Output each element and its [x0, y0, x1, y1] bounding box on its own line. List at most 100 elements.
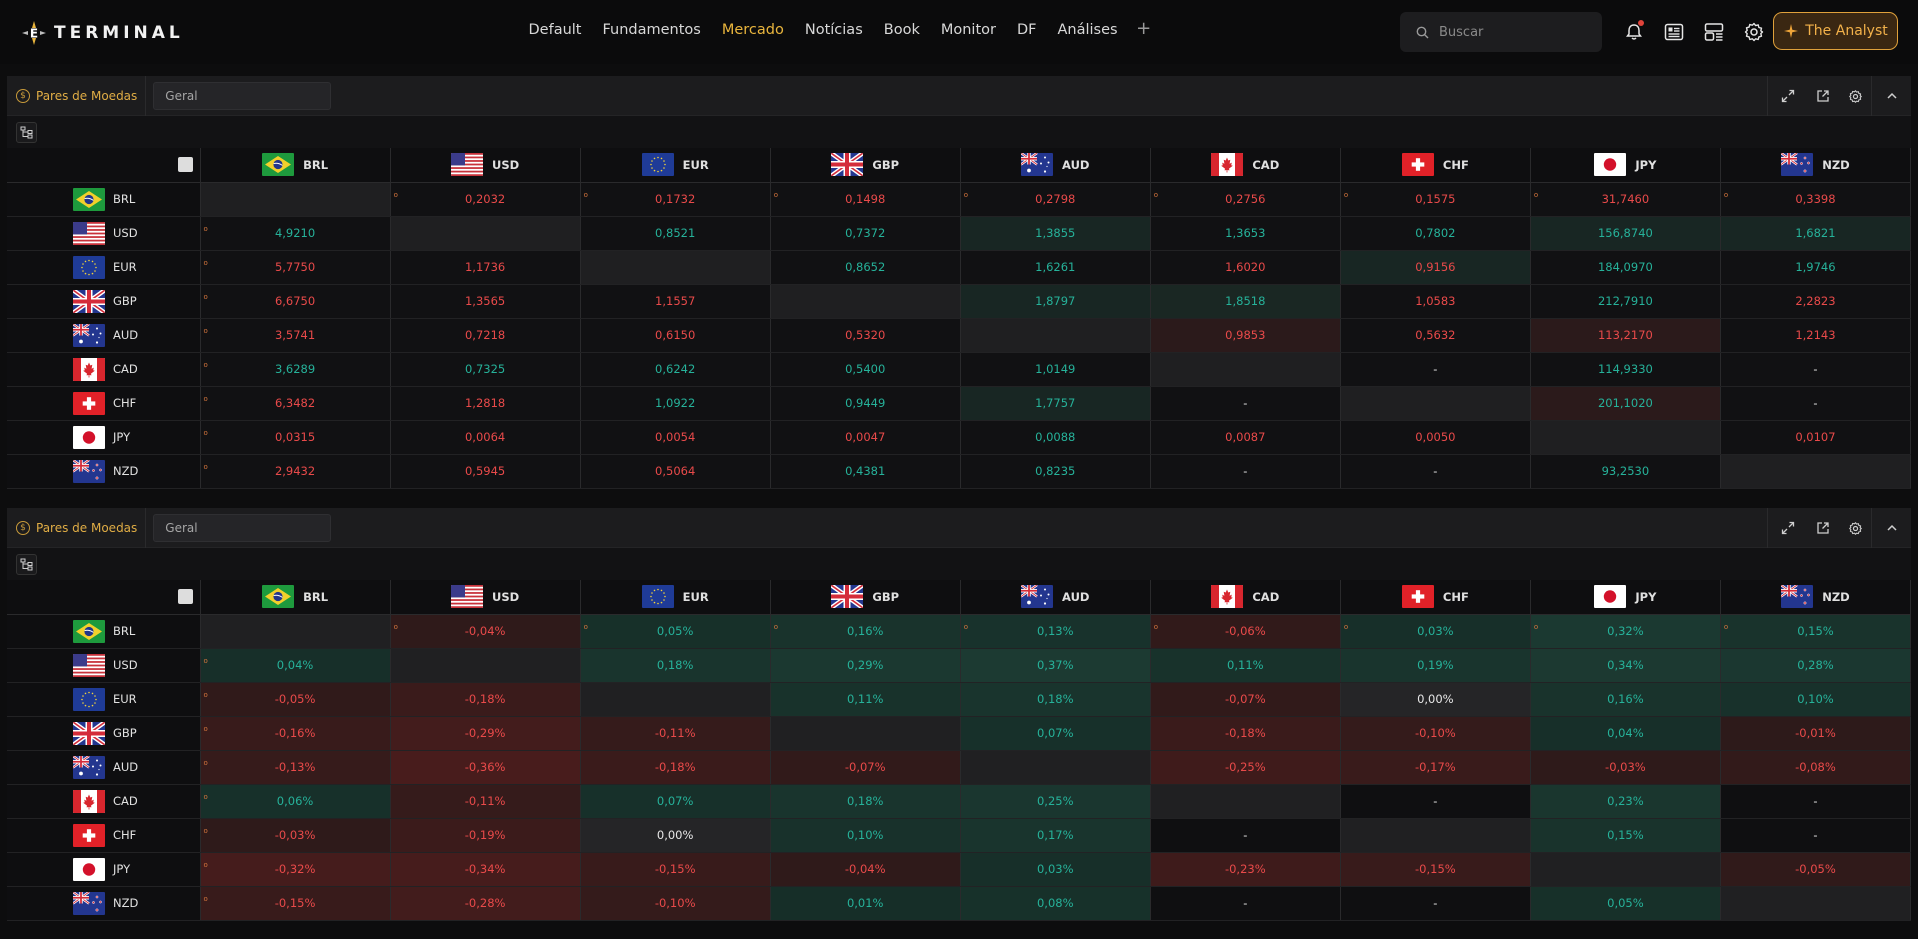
- rate-cell[interactable]: 0,18%: [960, 682, 1151, 717]
- panel-settings-button[interactable]: [1839, 76, 1871, 116]
- rate-cell[interactable]: -0,29%: [390, 716, 581, 751]
- rate-cell[interactable]: -0,04%: [770, 852, 961, 887]
- rate-cell[interactable]: -: [1150, 818, 1341, 853]
- rate-cell[interactable]: 0,8235: [960, 454, 1151, 489]
- rate-cell[interactable]: 0,5320: [770, 318, 961, 353]
- row-header-eur[interactable]: EUR: [7, 250, 201, 285]
- row-header-brl[interactable]: BRL: [7, 614, 201, 649]
- row-header-usd[interactable]: USD: [7, 216, 201, 251]
- row-header-nzd[interactable]: NZD: [7, 454, 201, 489]
- rate-cell[interactable]: 0,23%: [1530, 784, 1721, 819]
- column-header-aud[interactable]: AUD: [960, 580, 1151, 615]
- rate-cell[interactable]: o 0,04%: [200, 648, 391, 683]
- rate-cell[interactable]: 0,0107: [1720, 420, 1912, 455]
- rate-cell[interactable]: -0,10%: [1340, 716, 1531, 751]
- rate-cell[interactable]: 1,2818: [390, 386, 581, 421]
- column-header-jpy[interactable]: JPY: [1530, 580, 1721, 615]
- rate-cell[interactable]: o 0,1575: [1340, 182, 1531, 217]
- rate-cell[interactable]: 0,4381: [770, 454, 961, 489]
- rate-cell[interactable]: -0,11%: [580, 716, 771, 751]
- rate-cell[interactable]: 0,34%: [1530, 648, 1721, 683]
- rate-cell[interactable]: 1,9746: [1720, 250, 1912, 285]
- nav-item-df[interactable]: DF: [1016, 22, 1037, 38]
- column-header-nzd[interactable]: NZD: [1720, 148, 1912, 183]
- column-header-chf[interactable]: CHF: [1340, 148, 1531, 183]
- rate-cell[interactable]: [200, 182, 391, 217]
- rate-cell[interactable]: 0,7218: [390, 318, 581, 353]
- rate-cell[interactable]: -0,08%: [1720, 750, 1912, 785]
- rate-cell[interactable]: [1340, 818, 1531, 853]
- rate-cell[interactable]: o 3,5741: [200, 318, 391, 353]
- rate-cell[interactable]: 1,2143: [1720, 318, 1912, 353]
- rate-cell[interactable]: 0,7372: [770, 216, 961, 251]
- row-header-aud[interactable]: AUD: [7, 318, 201, 353]
- rate-cell[interactable]: o 31,7460: [1530, 182, 1721, 217]
- rate-cell[interactable]: 1,3653: [1150, 216, 1341, 251]
- rate-cell[interactable]: -0,18%: [580, 750, 771, 785]
- rate-cell[interactable]: 0,0087: [1150, 420, 1341, 455]
- rate-cell[interactable]: 0,7802: [1340, 216, 1531, 251]
- rate-cell[interactable]: 114,9330: [1530, 352, 1721, 387]
- rate-cell[interactable]: [390, 648, 581, 683]
- rate-cell[interactable]: -0,07%: [770, 750, 961, 785]
- rate-cell[interactable]: o 0,2756: [1150, 182, 1341, 217]
- rate-cell[interactable]: [770, 284, 961, 319]
- rate-cell[interactable]: -0,01%: [1720, 716, 1912, 751]
- rate-cell[interactable]: 1,6821: [1720, 216, 1912, 251]
- rate-cell[interactable]: o 0,15%: [1720, 614, 1912, 649]
- rate-cell[interactable]: 1,0583: [1340, 284, 1531, 319]
- nav-item-default[interactable]: Default: [528, 22, 582, 38]
- rate-cell[interactable]: -0,07%: [1150, 682, 1341, 717]
- rate-cell[interactable]: 1,1557: [580, 284, 771, 319]
- rate-cell[interactable]: -: [1340, 352, 1531, 387]
- rate-cell[interactable]: 0,01%: [770, 886, 961, 921]
- column-header-jpy[interactable]: JPY: [1530, 148, 1721, 183]
- rate-cell[interactable]: o -0,03%: [200, 818, 391, 853]
- column-header-brl[interactable]: BRL: [200, 580, 391, 615]
- column-header-aud[interactable]: AUD: [960, 148, 1151, 183]
- rate-cell[interactable]: -: [1340, 886, 1531, 921]
- rate-cell[interactable]: 0,15%: [1530, 818, 1721, 853]
- rate-cell[interactable]: 1,6020: [1150, 250, 1341, 285]
- select-all-checkbox[interactable]: [177, 157, 193, 173]
- group-filter-input[interactable]: Geral: [153, 81, 332, 110]
- nav-item-fundamentos[interactable]: Fundamentos: [602, 22, 701, 38]
- rate-cell[interactable]: 0,10%: [1720, 682, 1912, 717]
- rate-cell[interactable]: o 0,06%: [200, 784, 391, 819]
- settings-button[interactable]: [1740, 17, 1768, 47]
- rate-cell[interactable]: -: [1720, 386, 1912, 421]
- rate-cell[interactable]: o 0,32%: [1530, 614, 1721, 649]
- rate-cell[interactable]: o 3,6289: [200, 352, 391, 387]
- column-header-cad[interactable]: CAD: [1150, 580, 1341, 615]
- rate-cell[interactable]: 0,11%: [770, 682, 961, 717]
- column-header-chf[interactable]: CHF: [1340, 580, 1531, 615]
- row-header-chf[interactable]: CHF: [7, 818, 201, 853]
- rate-cell[interactable]: o 0,1498: [770, 182, 961, 217]
- rate-cell[interactable]: 0,0050: [1340, 420, 1531, 455]
- rate-cell[interactable]: 0,11%: [1150, 648, 1341, 683]
- rate-cell[interactable]: -0,05%: [1720, 852, 1912, 887]
- nav-item-noticias[interactable]: Notícias: [804, 22, 863, 38]
- rate-cell[interactable]: [960, 750, 1151, 785]
- select-all-checkbox[interactable]: [177, 589, 193, 605]
- rate-cell[interactable]: -0,23%: [1150, 852, 1341, 887]
- rate-cell[interactable]: 1,8518: [1150, 284, 1341, 319]
- logo[interactable]: E TERMINAL: [20, 19, 184, 47]
- rate-cell[interactable]: 0,25%: [960, 784, 1151, 819]
- column-header-usd[interactable]: USD: [390, 148, 581, 183]
- nav-item-book[interactable]: Book: [883, 22, 920, 38]
- rate-cell[interactable]: 1,6261: [960, 250, 1151, 285]
- rate-cell[interactable]: 0,9449: [770, 386, 961, 421]
- rate-cell[interactable]: -0,34%: [390, 852, 581, 887]
- rate-cell[interactable]: 0,37%: [960, 648, 1151, 683]
- rate-cell[interactable]: 0,7325: [390, 352, 581, 387]
- rate-cell[interactable]: 0,8521: [580, 216, 771, 251]
- group-filter-input[interactable]: Geral: [153, 513, 332, 542]
- rate-cell[interactable]: [580, 682, 771, 717]
- rate-cell[interactable]: 1,3855: [960, 216, 1151, 251]
- rate-cell[interactable]: -0,19%: [390, 818, 581, 853]
- rate-cell[interactable]: 1,7757: [960, 386, 1151, 421]
- rate-cell[interactable]: o -0,06%: [1150, 614, 1341, 649]
- rate-cell[interactable]: 212,7910: [1530, 284, 1721, 319]
- rate-cell[interactable]: o 0,0315: [200, 420, 391, 455]
